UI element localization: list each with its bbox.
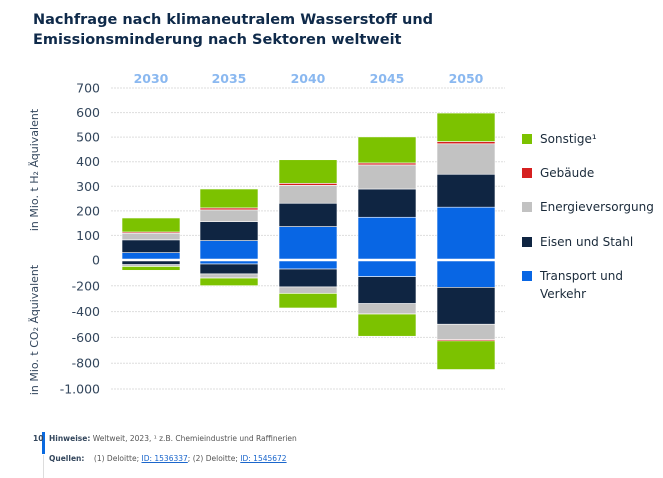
bar-segment bbox=[199, 240, 259, 261]
bar-segment-reduction bbox=[357, 313, 417, 337]
bar-segment bbox=[357, 164, 417, 190]
bar-segment bbox=[436, 112, 496, 142]
y-tick-label: -800 bbox=[72, 356, 100, 371]
source-link-1[interactable]: ID: 1536337 bbox=[141, 454, 188, 463]
bar-segment bbox=[121, 239, 181, 253]
bar-segment-reduction bbox=[199, 263, 259, 275]
bar-segment-reduction bbox=[121, 266, 181, 271]
x-category-label: 2040 bbox=[291, 71, 326, 86]
y-tick-label: 0 bbox=[92, 253, 100, 268]
bar-segment-reduction bbox=[436, 259, 496, 288]
bar-segment-reduction bbox=[278, 268, 338, 288]
y-tick-label: 300 bbox=[76, 179, 100, 194]
x-category-label: 2045 bbox=[370, 71, 405, 86]
bar-segment bbox=[436, 206, 496, 261]
bar-segment-reduction bbox=[199, 277, 259, 286]
y-tick-label: 500 bbox=[76, 130, 100, 145]
y-tick-label: -200 bbox=[72, 278, 100, 293]
bar-segment-reduction bbox=[357, 303, 417, 315]
legend-label: Transport und Verkehr bbox=[540, 269, 623, 301]
y-tick-label: 600 bbox=[76, 105, 100, 120]
legend-item: Gebäude bbox=[522, 164, 594, 182]
bar-segment-reduction bbox=[436, 340, 496, 370]
bar-segment bbox=[436, 141, 496, 145]
legend-item: Transport und Verkehr bbox=[522, 267, 650, 303]
bar-segment-reduction bbox=[357, 276, 417, 304]
bar-segment bbox=[199, 209, 259, 222]
bar-segment bbox=[357, 136, 417, 164]
bar-segment-reduction bbox=[436, 287, 496, 325]
y-tick-label: 100 bbox=[76, 228, 100, 243]
legend-swatch bbox=[522, 237, 532, 247]
chart: 700 600 500 400 300 200 100 0 -200 -400 -600 -800 -1… bbox=[28, 71, 505, 397]
source-2: ; (2) Deloitte; bbox=[187, 454, 241, 463]
bar-segment bbox=[199, 221, 259, 241]
source-link-2[interactable]: ID: 1545672 bbox=[240, 454, 287, 463]
y-axis-title-bottom: in Mio. t CO₂ Äquivalent bbox=[28, 264, 41, 395]
bar-segment-reduction bbox=[278, 286, 338, 294]
notes-label: Hinweise: bbox=[49, 434, 91, 443]
bar-segment bbox=[357, 188, 417, 218]
legend-item: Sonstige¹ bbox=[522, 130, 597, 148]
bar-segment bbox=[436, 143, 496, 175]
chart-title: Nachfrage nach klimaneutralem Wasserstof… bbox=[33, 12, 434, 48]
bar-segment-reduction bbox=[278, 293, 338, 309]
source-1: (1) Deloitte; bbox=[93, 454, 142, 463]
bar-segment bbox=[278, 159, 338, 184]
x-category-label: 2030 bbox=[134, 71, 169, 86]
bar-segment-reduction bbox=[357, 259, 417, 277]
x-category-label: 2035 bbox=[212, 71, 247, 86]
bar-segment bbox=[278, 226, 338, 261]
bar-segment-reduction bbox=[278, 259, 338, 270]
y-tick-label: 400 bbox=[76, 154, 100, 169]
bar-segment bbox=[436, 173, 496, 208]
bar-segment bbox=[278, 202, 338, 227]
legend-swatch bbox=[522, 271, 532, 281]
legend-label: Eisen und Stahl bbox=[540, 235, 634, 249]
notes-text: Weltweit, 2023, ¹ z.B. Chemieindustrie u… bbox=[92, 434, 297, 443]
legend-label: Sonstige¹ bbox=[540, 132, 597, 146]
bar-segment bbox=[357, 216, 417, 261]
bar-segment bbox=[121, 232, 181, 241]
y-tick-label: -400 bbox=[72, 304, 100, 319]
divider bbox=[43, 455, 44, 478]
sources-label: Quellen: bbox=[49, 454, 85, 463]
legend-item: Energieversorgung bbox=[522, 198, 654, 216]
legend-swatch bbox=[522, 202, 532, 212]
legend-label: Gebäude bbox=[540, 166, 595, 180]
bar-segment bbox=[199, 188, 259, 209]
page-number: 10 bbox=[33, 434, 44, 443]
y-tick-label: -600 bbox=[72, 330, 100, 345]
legend-item: Eisen und Stahl bbox=[522, 233, 633, 251]
legend-swatch bbox=[522, 134, 532, 144]
x-category-label: 2050 bbox=[449, 71, 484, 86]
bar-segment-reduction bbox=[199, 273, 259, 279]
y-tick-label: -1.000 bbox=[60, 382, 100, 397]
page-marker bbox=[42, 432, 45, 454]
y-tick-label: 700 bbox=[76, 81, 100, 96]
legend-swatch bbox=[522, 168, 532, 178]
y-axis-title-top: in Mio. t H₂ Äquivalent bbox=[28, 108, 41, 231]
bar-segment bbox=[278, 185, 338, 204]
legend-label: Energieversorgung bbox=[540, 200, 654, 214]
y-tick-label: 200 bbox=[76, 203, 100, 218]
bar-segment bbox=[121, 217, 181, 233]
bar-segment-reduction bbox=[436, 323, 496, 340]
